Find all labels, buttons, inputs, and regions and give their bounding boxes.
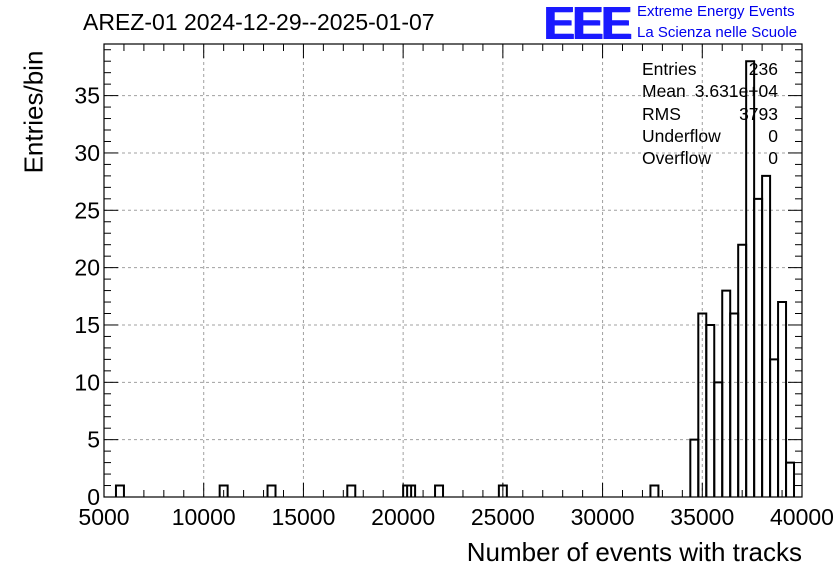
stat-entries: Entries 236	[642, 58, 778, 80]
histogram-bin	[434, 484, 445, 497]
stat-label: Underflow	[642, 125, 721, 146]
y-tick-label: 20	[74, 255, 100, 281]
histogram-bin	[721, 289, 732, 497]
stats-box: Entries 236 Mean 3.631e+04 RMS 3793 Unde…	[642, 58, 778, 169]
stat-label: RMS	[642, 103, 681, 124]
x-tick-label: 40000	[770, 504, 834, 530]
histogram-bin	[761, 174, 772, 497]
stat-value: 0	[768, 148, 778, 169]
y-axis-label: Entries/bin	[18, 50, 49, 174]
y-tick-label: 25	[74, 197, 100, 223]
histogram-bin	[649, 484, 660, 497]
y-tick-label: 5	[87, 427, 100, 453]
chart-title: AREZ-01 2024-12-29--2025-01-07	[83, 9, 435, 35]
stat-underflow: Underflow 0	[642, 125, 778, 147]
histogram-bins	[114, 60, 796, 497]
histogram-bin	[689, 438, 700, 497]
y-tick-label: 35	[74, 83, 100, 109]
histogram-bin	[777, 301, 788, 497]
x-axis-label: Number of events with tracks	[466, 537, 802, 567]
stat-label: Overflow	[642, 148, 712, 169]
logo-caption-line2: La Scienza nelle Scuole	[637, 24, 798, 41]
histogram-bin	[266, 484, 277, 497]
x-tick-label: 15000	[271, 504, 335, 530]
stat-label: Entries	[642, 59, 697, 79]
stat-value: 3793	[739, 103, 778, 124]
stat-label: Mean	[642, 81, 686, 102]
y-tick-label: 15	[74, 312, 100, 338]
histogram-bin	[737, 243, 748, 497]
stat-value: 0	[768, 125, 778, 146]
histogram-bin	[705, 323, 716, 497]
x-tick-label: 5000	[78, 504, 129, 530]
plot-frame	[103, 43, 803, 498]
eee-logo: EEE	[544, 0, 632, 49]
histogram-bin	[346, 484, 357, 497]
histogram-bin	[114, 484, 125, 497]
logo-caption-line1: Extreme Energy Events	[637, 3, 795, 20]
y-tick-label: 30	[74, 140, 100, 166]
x-tick-label: 10000	[172, 504, 236, 530]
y-tick-label: 0	[87, 484, 100, 510]
histogram-bin	[785, 461, 796, 497]
tick-labels: 5000 10000 15000 20000 25000 30000 35000 40000 0…	[74, 83, 834, 530]
x-tick-label: 30000	[571, 504, 635, 530]
histogram-bin	[729, 312, 740, 497]
y-tick-label: 10	[74, 369, 100, 395]
histogram-bin	[769, 358, 780, 497]
x-tick-label: 25000	[471, 504, 535, 530]
stat-value: 3.631e+04	[694, 81, 778, 102]
axes	[103, 43, 803, 498]
stat-overflow: Overflow 0	[642, 147, 778, 169]
x-tick-label: 35000	[670, 504, 734, 530]
grid-lines	[104, 44, 802, 497]
stat-mean: Mean 3.631e+04	[642, 80, 778, 102]
stat-value: 236	[748, 59, 778, 79]
x-tick-label: 20000	[371, 504, 435, 530]
histogram-bin	[218, 484, 229, 497]
histogram-bin	[753, 197, 764, 497]
stat-rms: RMS 3793	[642, 103, 778, 125]
histogram-bin	[406, 484, 417, 497]
